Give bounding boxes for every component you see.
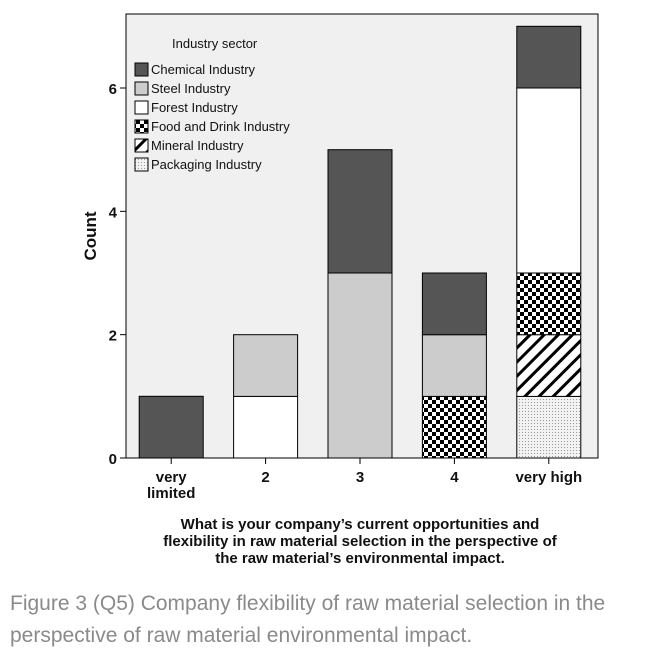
legend-title: Industry sector [172,36,258,51]
legend-label: Forest Industry [151,100,238,115]
legend-swatch [134,157,149,172]
bar-segment [516,272,582,336]
legend-swatch [134,62,149,77]
bar-segment [516,395,582,459]
legend: Industry sector Chemical Industry Steel In… [134,36,290,172]
bar-segment [421,395,487,459]
legend-label: Chemical Industry [151,62,256,77]
legend-label: Food and Drink Industry [151,119,290,134]
legend-swatch [134,100,149,115]
y-tick-label: 6 [109,81,117,98]
legend-label: Packaging Industry [151,157,262,172]
legend-swatch [134,81,149,96]
bar-segment [516,25,582,89]
y-tick-label: 4 [109,204,118,221]
bar-segment [516,87,582,274]
x-tick-label: 4 [450,469,459,486]
x-tick-label: very high [515,469,582,486]
x-tick-label: 2 [261,469,269,486]
bar-segment [233,334,299,397]
bar-segment [327,272,393,459]
bar-segment [421,334,487,397]
x-axis-label-line: flexibility in raw material selection in… [163,533,557,550]
legend-label: Steel Industry [151,81,231,96]
bar-segment [516,334,582,397]
bars-layer [138,25,582,459]
bar-segment [327,149,393,274]
x-axis-label-line: What is your company’s current opportuni… [180,516,540,533]
figure-caption: Figure 3 (Q5) Company flexibility of raw… [10,592,606,647]
y-tick-label: 0 [109,451,117,468]
legend-label: Mineral Industry [151,138,244,153]
bar-segment [233,395,299,459]
legend-swatch [134,119,149,134]
x-axis-label-line: the raw material’s environmental impact. [215,550,505,567]
bar-segment [138,395,204,459]
legend-swatch [134,138,149,153]
y-tick-label: 2 [109,328,117,345]
x-tick-label: 3 [356,469,364,486]
x-axis-label: What is your company’s current opportuni… [110,516,610,567]
x-tick-label: very [156,469,188,486]
y-axis-label: Count [81,211,100,260]
bar-segment [421,272,487,336]
x-tick-label: limited [147,485,195,502]
